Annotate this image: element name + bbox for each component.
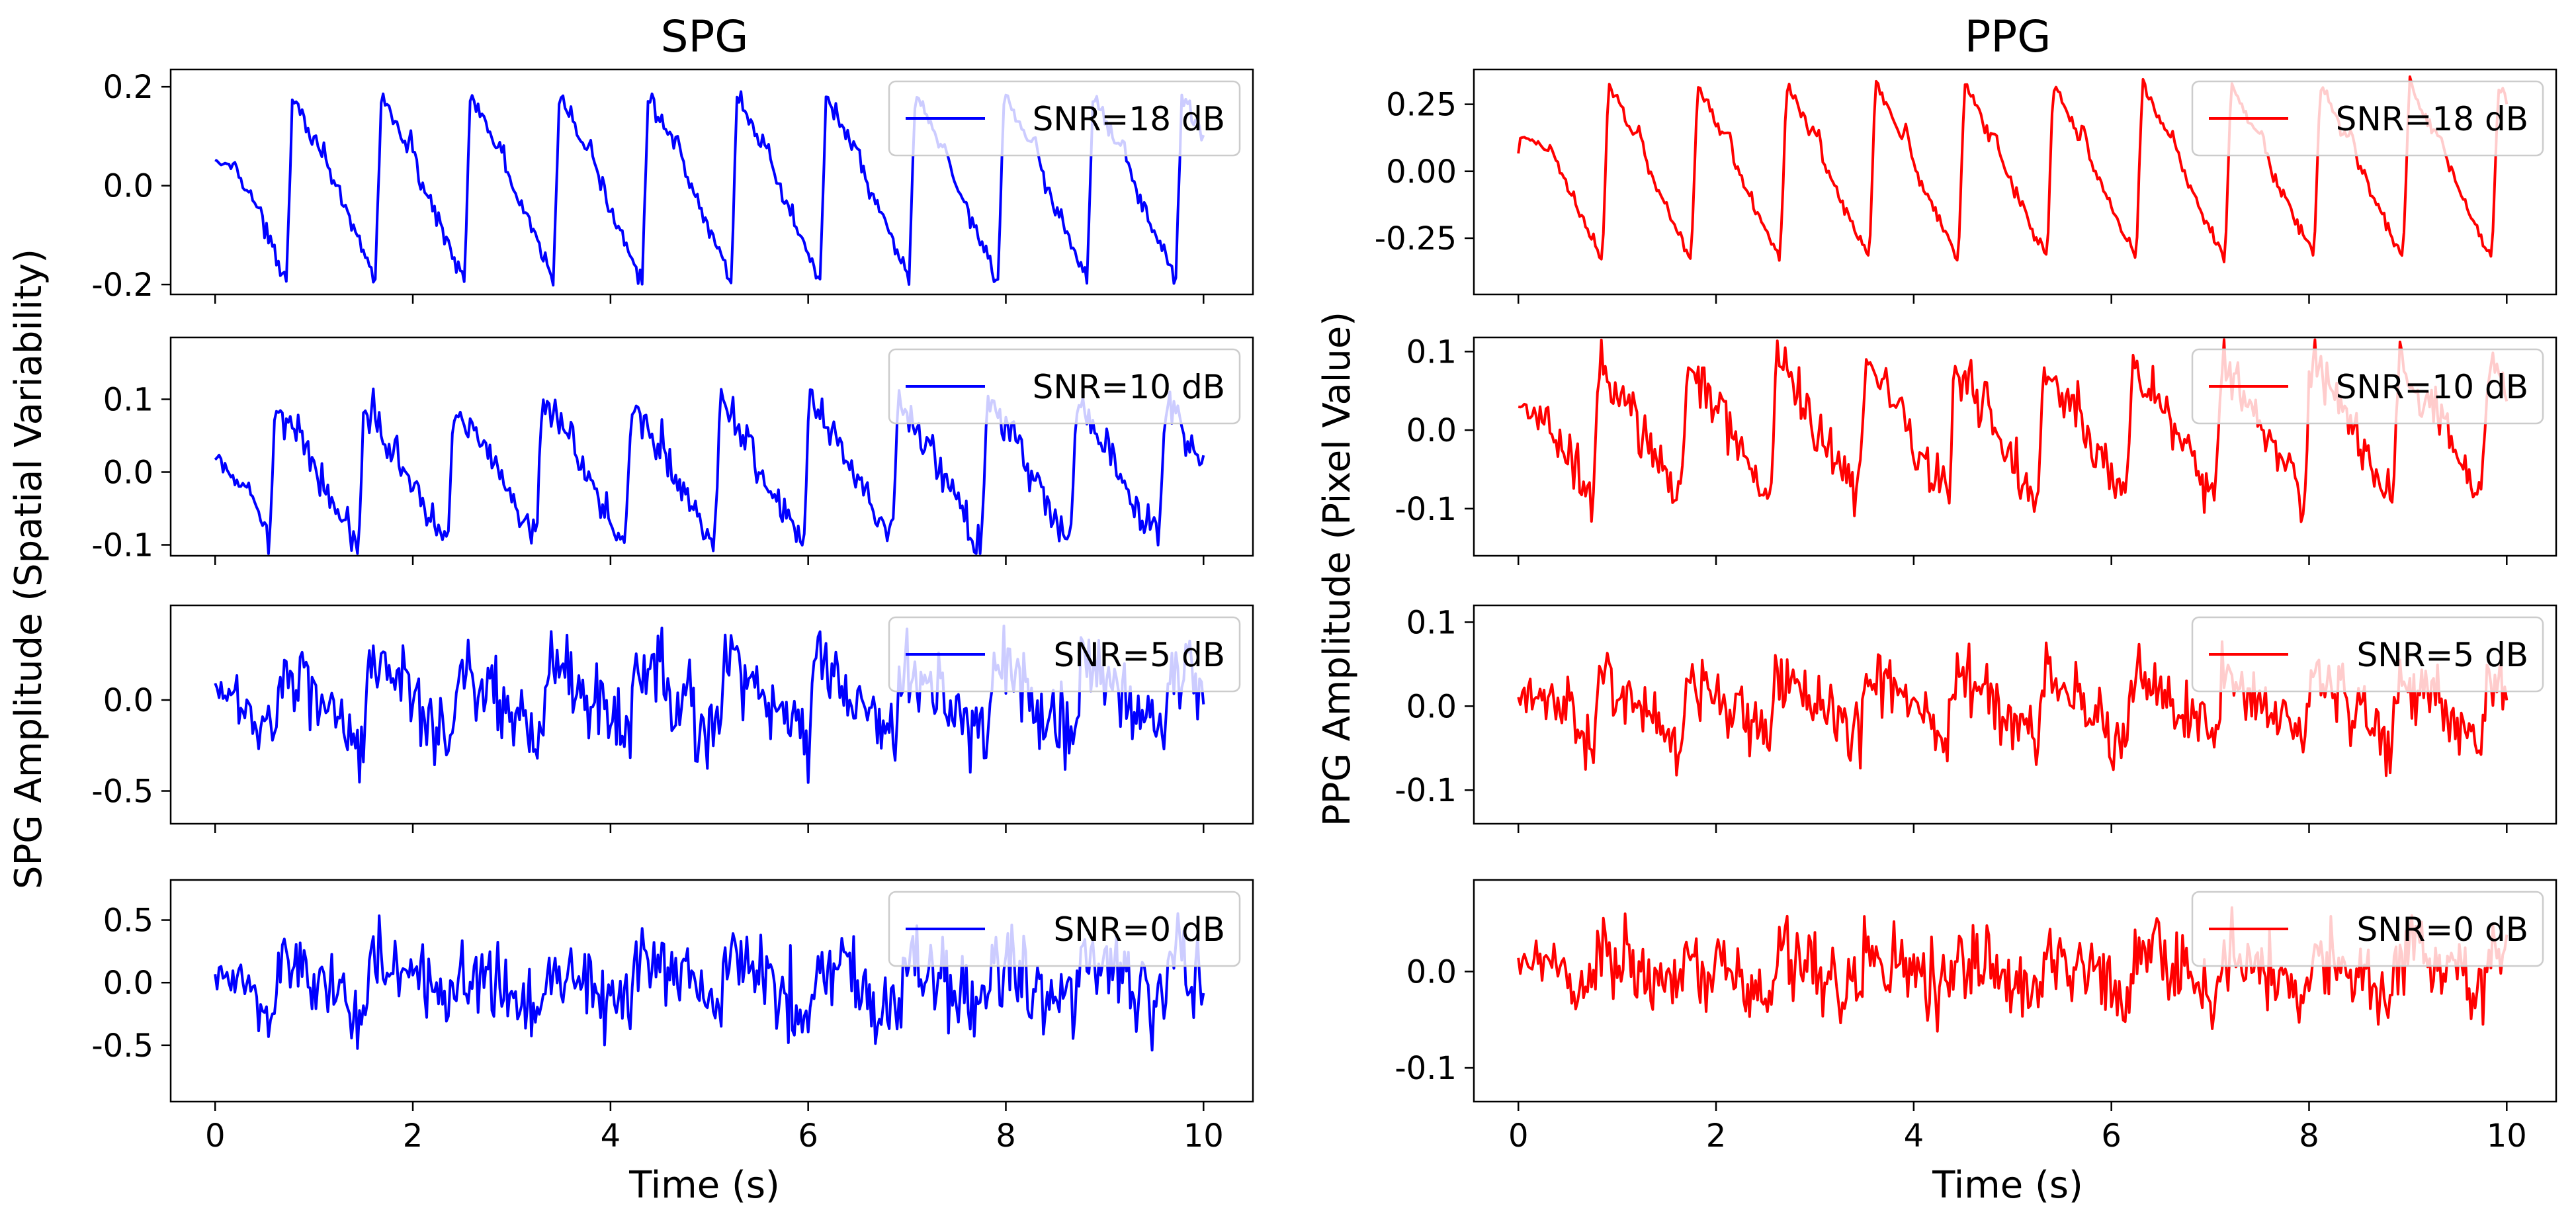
legend-box — [888, 348, 1241, 425]
x-tick-label: 8 — [996, 1117, 1016, 1155]
y-tick-label: 0.0 — [1406, 412, 1457, 449]
x-tick-label: 6 — [2101, 1117, 2122, 1155]
y-tick-label: -0.5 — [91, 773, 153, 810]
y-tick-label: 0.1 — [103, 382, 153, 419]
legend-box — [2191, 891, 2544, 967]
legend-label: SNR=0 dB — [1053, 910, 1225, 949]
ppg-xlabel: Time (s) — [1932, 1164, 2083, 1207]
y-tick-label: 0.0 — [103, 168, 153, 205]
legend-label: SNR=10 dB — [1033, 368, 1225, 406]
legend-box — [2191, 616, 2544, 693]
x-tick-label: 10 — [1183, 1117, 1224, 1155]
x-tick-label: 10 — [2487, 1117, 2527, 1155]
axes-frame — [1473, 879, 2557, 1103]
axes-frame — [1473, 68, 2557, 296]
y-tick-label: -0.1 — [1395, 1050, 1457, 1087]
spg-ylabel: SPG Amplitude (Spatial Variability) — [7, 249, 50, 889]
legend-label: SNR=5 dB — [2356, 636, 2528, 674]
x-tick-label: 8 — [2299, 1117, 2319, 1155]
x-tick-label: 4 — [601, 1117, 621, 1155]
legend-label: SNR=0 dB — [2356, 910, 2528, 949]
axes-frame — [169, 336, 1254, 557]
y-tick-label: 0.1 — [1406, 604, 1457, 641]
axes-frame — [1473, 604, 2557, 825]
axes-frame — [169, 604, 1254, 825]
series-line — [214, 912, 1205, 1052]
legend-box — [2191, 80, 2544, 157]
ppg-ylabel: PPG Amplitude (Pixel Value) — [1316, 312, 1359, 826]
x-tick-label: 2 — [1706, 1117, 1727, 1155]
y-tick-label: 0.0 — [1406, 953, 1457, 990]
y-tick-label: -0.5 — [91, 1028, 153, 1065]
legend-label: SNR=10 dB — [2336, 368, 2528, 406]
y-tick-label: 0.0 — [103, 965, 153, 1002]
axes-frame — [169, 879, 1254, 1103]
y-tick-label: 0.5 — [103, 902, 153, 940]
spg-xlabel: Time (s) — [628, 1164, 780, 1207]
y-tick-label: -0.2 — [91, 267, 153, 304]
y-tick-label: -0.1 — [1395, 491, 1457, 528]
y-tick-label: 0.0 — [103, 455, 153, 492]
series-line — [214, 90, 1205, 286]
x-tick-label: 0 — [205, 1117, 226, 1155]
x-tick-label: 4 — [1904, 1117, 1924, 1155]
subplot-ppg-3: 0 2 4 6 8 10 -0.1 0.0 SNR=0 dB — [1395, 879, 2557, 1155]
subplot-ppg-2: -0.1 0.0 0.1 SNR=5 dB — [1395, 604, 2557, 833]
x-tick-label: 2 — [403, 1117, 423, 1155]
legend-label: SNR=18 dB — [1033, 100, 1225, 138]
subplot-ppg-1: -0.1 0.0 0.1 SNR=10 dB — [1395, 333, 2557, 565]
legend-box — [888, 616, 1241, 693]
subplot-spg-3: 0 2 4 6 8 10 -0.5 0.0 0.5 SNR=0 dB — [91, 879, 1254, 1155]
y-tick-label: 0.2 — [103, 69, 153, 106]
legend-box — [2191, 348, 2544, 425]
legend-box — [888, 80, 1241, 157]
subplot-ppg-0: -0.25 0.00 0.25 SNR=18 dB — [1375, 68, 2557, 304]
subplot-spg-0: -0.2 0.0 0.2 SNR=18 dB — [91, 68, 1254, 304]
axes-frame — [1473, 336, 2557, 557]
subplot-spg-1: -0.1 0.0 0.1 SNR=10 dB — [91, 336, 1254, 565]
legend-label: SNR=5 dB — [1053, 636, 1225, 674]
y-tick-label: 0.00 — [1386, 153, 1457, 191]
legend-label: SNR=18 dB — [2336, 100, 2528, 138]
x-tick-label: 0 — [1508, 1117, 1529, 1155]
y-tick-label: -0.1 — [91, 527, 153, 564]
legend-box — [888, 891, 1241, 967]
y-tick-label: -0.25 — [1375, 220, 1457, 257]
subplot-spg-2: -0.5 0.0 SNR=5 dB — [91, 604, 1254, 833]
y-tick-label: 0.25 — [1386, 87, 1457, 124]
x-tick-label: 6 — [798, 1117, 818, 1155]
y-tick-label: 0.0 — [103, 682, 153, 719]
series-line — [214, 625, 1205, 784]
y-tick-label: -0.1 — [1395, 772, 1457, 809]
series-line — [214, 387, 1205, 555]
spg-column-title: SPG — [661, 11, 749, 62]
y-tick-label: 0.0 — [1406, 688, 1457, 725]
ppg-column-title: PPG — [1965, 11, 2051, 62]
axes-frame — [169, 68, 1254, 296]
y-tick-label: 0.1 — [1406, 333, 1457, 371]
